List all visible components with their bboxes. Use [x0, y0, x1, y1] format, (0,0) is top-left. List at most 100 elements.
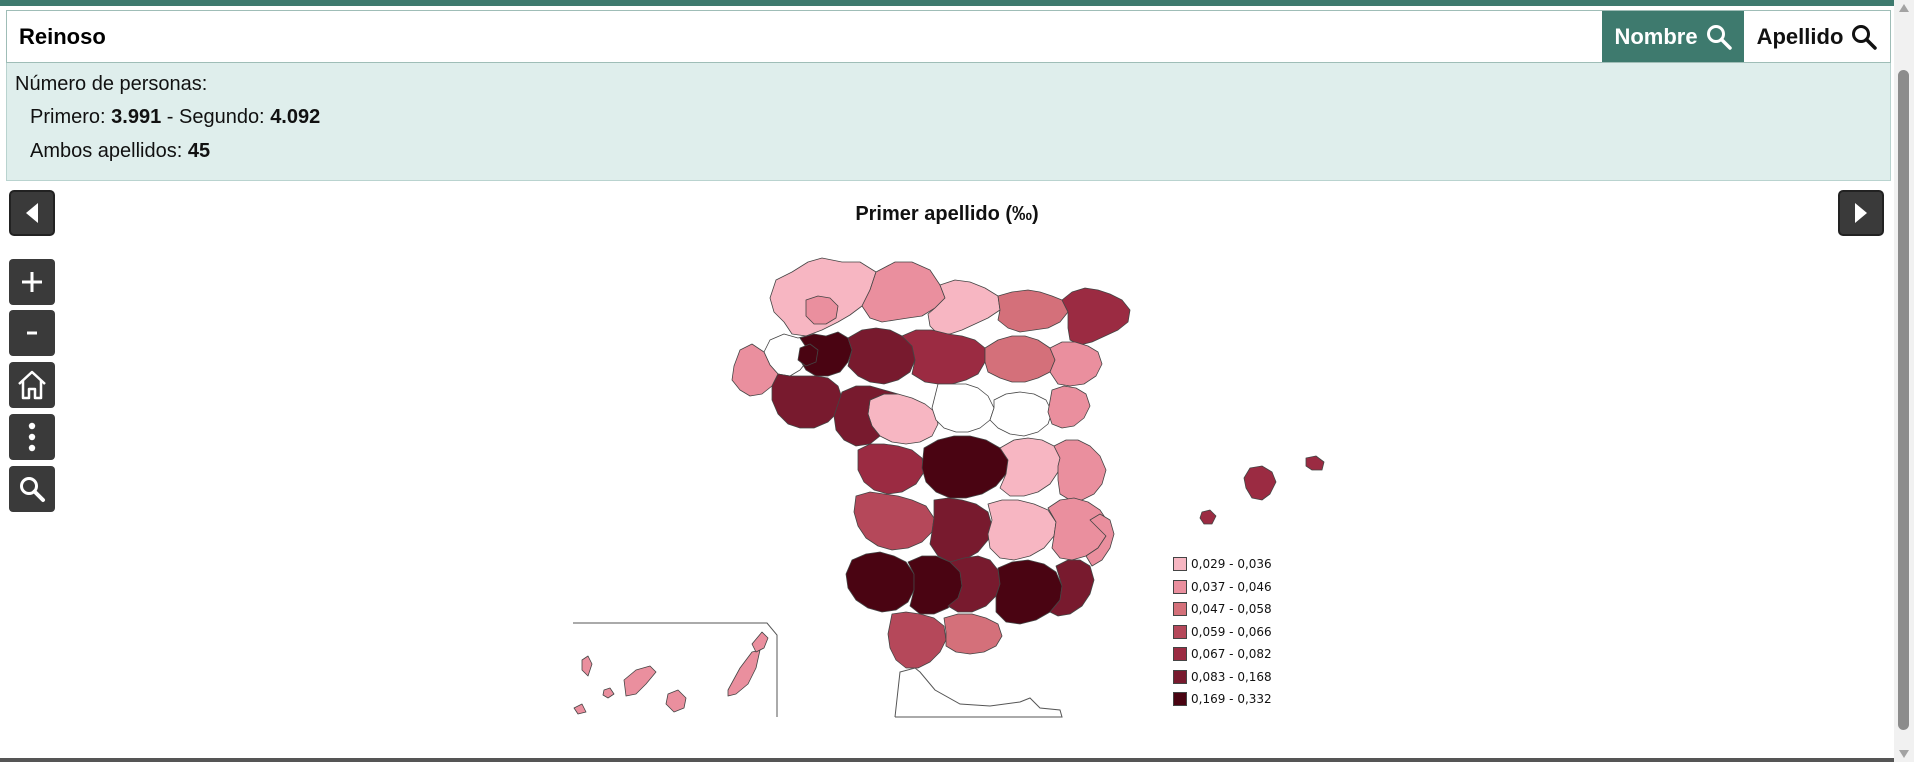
- province-region[interactable]: [927, 279, 1001, 335]
- north-africa-coast: [894, 667, 1063, 718]
- legend-item: 0,067 - 0,082: [1173, 643, 1272, 666]
- primero-value: 3.991: [111, 106, 162, 128]
- search-by-surname-button[interactable]: Apellido: [1744, 11, 1890, 62]
- province-region[interactable]: [947, 555, 1001, 613]
- province-region[interactable]: [797, 343, 819, 367]
- province-region[interactable]: [997, 289, 1069, 333]
- home-button[interactable]: [9, 362, 55, 408]
- canary-inset-frame: [573, 622, 778, 717]
- segundo-value: 4.092: [270, 106, 321, 128]
- province-region[interactable]: [857, 443, 925, 495]
- province-region[interactable]: [833, 385, 899, 447]
- province-region[interactable]: [887, 611, 947, 669]
- legend-item: 0,047 - 0,058: [1173, 598, 1272, 621]
- legend-item: 0,037 - 0,046: [1173, 576, 1272, 599]
- top-accent-bar: [0, 0, 1894, 6]
- province-region[interactable]: [931, 383, 995, 433]
- zoom-out-button[interactable]: [9, 310, 55, 356]
- balearic-island[interactable]: [1243, 465, 1277, 501]
- province-region[interactable]: [929, 497, 993, 563]
- scroll-down-arrow-icon[interactable]: [1899, 750, 1909, 758]
- scroll-up-arrow-icon[interactable]: [1899, 4, 1909, 12]
- triangle-left-icon: [26, 203, 38, 223]
- legend-label: 0,169 - 0,332: [1191, 692, 1272, 707]
- legend-label: 0,059 - 0,066: [1191, 624, 1272, 639]
- legend-label: 0,067 - 0,082: [1191, 647, 1272, 662]
- province-region[interactable]: [853, 491, 935, 551]
- previous-map-button[interactable]: [9, 190, 55, 236]
- legend-label: 0,029 - 0,036: [1191, 557, 1272, 572]
- triangle-right-icon: [1855, 203, 1867, 223]
- province-region[interactable]: [989, 391, 1053, 437]
- scroll-thumb[interactable]: [1898, 70, 1909, 730]
- province-region[interactable]: [1049, 559, 1095, 617]
- legend-swatch: [1173, 602, 1187, 617]
- legend-item: 0,169 - 0,332: [1173, 688, 1272, 711]
- province-region[interactable]: [731, 343, 779, 397]
- province-region[interactable]: [987, 499, 1057, 561]
- vertical-scrollbar[interactable]: [1894, 0, 1914, 762]
- legend-item: 0,059 - 0,066: [1173, 621, 1272, 644]
- legend-swatch: [1173, 647, 1187, 662]
- both-surnames-count: Ambos apellidos: 45: [30, 140, 210, 163]
- first-second-counts: Primero: 3.991 - Segundo: 4.092: [30, 106, 320, 129]
- province-region[interactable]: [1047, 385, 1091, 429]
- legend-swatch: [1173, 557, 1187, 572]
- province-region[interactable]: [1049, 341, 1103, 387]
- map-search-button[interactable]: [9, 466, 55, 512]
- canary-island[interactable]: [602, 687, 615, 699]
- map-title: Primer apellido (‰): [855, 203, 1039, 225]
- canary-island[interactable]: [727, 649, 761, 697]
- ambos-label: Ambos apellidos:: [30, 140, 183, 162]
- province-region[interactable]: [805, 295, 839, 325]
- canary-island[interactable]: [581, 655, 593, 677]
- canary-island[interactable]: [573, 703, 587, 715]
- province-region[interactable]: [984, 335, 1056, 383]
- province-region[interactable]: [1053, 439, 1107, 501]
- minus-icon: [27, 331, 37, 335]
- province-region[interactable]: [999, 437, 1061, 497]
- legend-swatch: [1173, 624, 1187, 639]
- legend-item: 0,029 - 0,036: [1173, 553, 1272, 576]
- legend-item: 0,083 - 0,168: [1173, 666, 1272, 689]
- province-region[interactable]: [1085, 513, 1115, 567]
- search-bar: Nombre Apellido: [6, 10, 1891, 63]
- nombre-label: Nombre: [1614, 23, 1698, 49]
- province-region[interactable]: [861, 261, 946, 323]
- primero-label: Primero:: [30, 106, 106, 128]
- province-region[interactable]: [771, 373, 843, 429]
- search-icon: [20, 477, 45, 502]
- province-region[interactable]: [921, 435, 1009, 499]
- legend-swatch: [1173, 669, 1187, 684]
- home-icon: [18, 370, 46, 400]
- next-map-button[interactable]: [1838, 190, 1884, 236]
- legend-swatch: [1173, 692, 1187, 707]
- balearic-island[interactable]: [1305, 455, 1325, 471]
- results-panel: Número de personas: Primero: 3.991 - Seg…: [6, 63, 1891, 181]
- legend-label: 0,037 - 0,046: [1191, 579, 1272, 594]
- province-region[interactable]: [943, 613, 1003, 655]
- province-region[interactable]: [1061, 287, 1131, 346]
- search-icon: [1852, 24, 1878, 50]
- apellido-label: Apellido: [1756, 23, 1844, 49]
- province-region[interactable]: [847, 327, 916, 385]
- canary-island[interactable]: [665, 689, 687, 713]
- search-input[interactable]: [7, 11, 1602, 62]
- more-options-button[interactable]: [9, 414, 55, 460]
- ambos-value: 45: [187, 140, 211, 162]
- vertical-dots-icon: [28, 422, 36, 452]
- province-region[interactable]: [901, 329, 986, 385]
- province-region[interactable]: [995, 559, 1063, 625]
- canary-island[interactable]: [623, 665, 657, 697]
- bottom-bar: [0, 758, 1894, 762]
- canary-island[interactable]: [751, 631, 769, 653]
- balearic-island[interactable]: [1199, 509, 1217, 525]
- search-by-name-button[interactable]: Nombre: [1602, 11, 1744, 62]
- zoom-in-button[interactable]: [9, 259, 55, 305]
- province-region[interactable]: [845, 551, 915, 613]
- plus-icon: [22, 272, 42, 292]
- legend-label: 0,047 - 0,058: [1191, 602, 1272, 617]
- search-icon: [1706, 24, 1732, 50]
- people-count-title: Número de personas:: [15, 73, 208, 95]
